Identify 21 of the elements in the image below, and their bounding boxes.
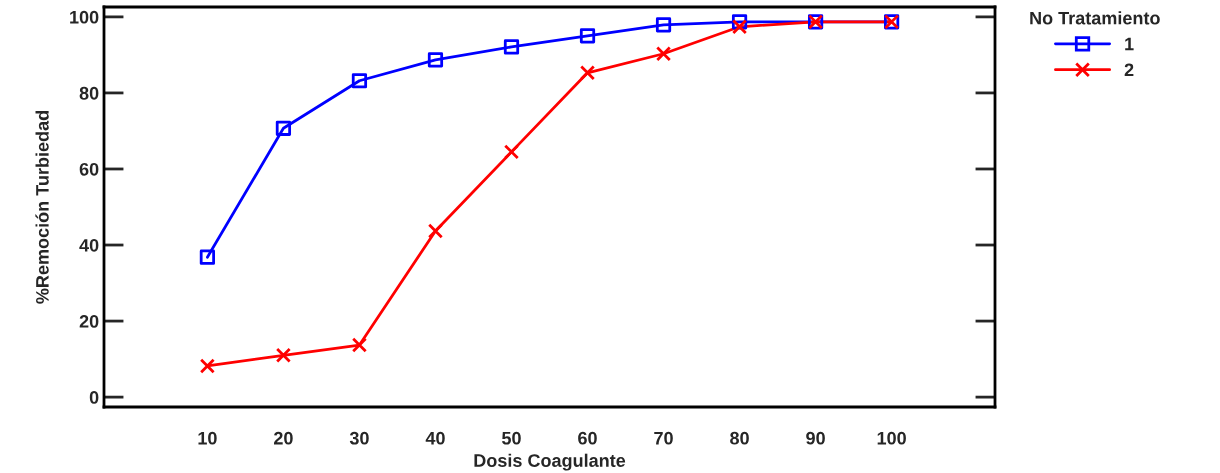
legend-label: 1	[1125, 37, 1134, 51]
x-tick-label: 80	[730, 431, 749, 445]
y-tick-label: 40	[79, 238, 99, 252]
x-tick-label: 30	[349, 431, 369, 445]
x-tick-label: 40	[425, 431, 445, 445]
x-tick-label: 10	[198, 431, 217, 445]
y-tick-label: 60	[79, 162, 99, 176]
y-tick-label: 0	[89, 391, 99, 404]
legend-title: No Tratamiento	[1030, 11, 1160, 25]
x-tick-label: 50	[502, 431, 521, 445]
y-tick-label: 80	[79, 86, 99, 100]
x-tick-label: 70	[654, 431, 673, 445]
y-tick-label: 100	[70, 10, 99, 24]
x-tick-label: 90	[806, 431, 825, 445]
legend-label: 2	[1124, 63, 1134, 77]
x-axis-title: Dosis Coagulante	[474, 453, 626, 471]
x-tick-label: 20	[274, 431, 293, 445]
y-axis-title: %Remoción Turbiedad	[35, 111, 49, 304]
x-tick-label: 60	[578, 431, 597, 445]
y-tick-label: 20	[79, 315, 99, 328]
x-tick-label: 100	[877, 431, 906, 445]
